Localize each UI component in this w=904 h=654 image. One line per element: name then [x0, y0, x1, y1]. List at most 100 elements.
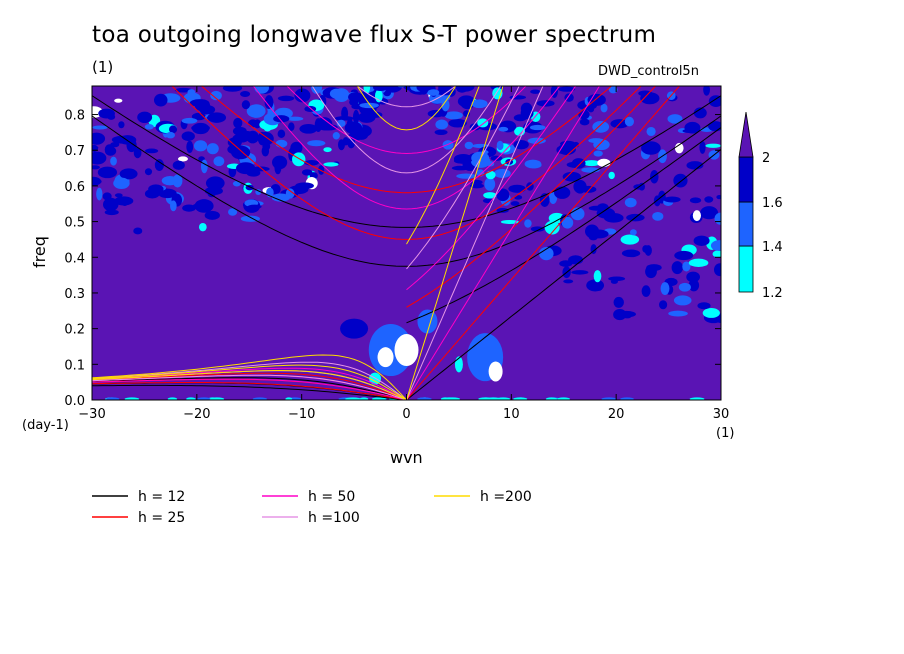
power-patch	[205, 176, 225, 191]
power-patch	[344, 121, 363, 134]
power-patch	[686, 161, 704, 170]
inertia-gravity-curve	[92, 0, 721, 51]
power-patch	[345, 397, 361, 400]
power-patch	[477, 118, 489, 128]
power-patch	[496, 140, 504, 151]
mrg-curve	[406, 86, 657, 308]
legend-label: h = 25	[138, 510, 185, 526]
power-patch	[172, 160, 185, 170]
power-patch	[417, 397, 432, 400]
power-patch	[455, 86, 475, 92]
power-patch	[252, 397, 268, 400]
power-patch	[688, 279, 700, 292]
power-patch	[145, 148, 159, 154]
power-patch	[673, 295, 692, 306]
y-tick-label: 0.8	[64, 109, 85, 124]
power-patch	[348, 92, 363, 103]
power-patch	[373, 86, 388, 92]
power-patch	[144, 124, 154, 130]
power-patch	[206, 115, 222, 121]
legend-label: h = 12	[138, 489, 185, 505]
power-patch	[500, 219, 519, 224]
power-patch	[133, 227, 143, 235]
power-patch	[496, 188, 510, 202]
power-patch	[712, 250, 721, 258]
rossby-curve	[92, 367, 407, 400]
legend-label: h =100	[308, 510, 360, 526]
mrg-curve	[406, 86, 577, 291]
kelvin-curve	[406, 86, 681, 400]
x-tick-label: −10	[288, 407, 315, 422]
power-patch	[352, 109, 360, 124]
power-patch	[417, 309, 438, 334]
power-patch	[700, 206, 719, 220]
mrg-curve	[406, 86, 520, 270]
power-patch	[228, 208, 238, 216]
power-patch	[478, 397, 492, 400]
power-patch	[663, 196, 681, 203]
chart-units: (1)	[92, 58, 114, 76]
power-patch	[620, 397, 634, 400]
power-patch	[395, 69, 408, 78]
power-patch	[148, 184, 164, 194]
power-patch	[613, 309, 627, 321]
x-tick-label: 30	[713, 407, 730, 422]
power-patch	[299, 123, 318, 134]
power-patch	[464, 141, 474, 150]
power-patch	[371, 397, 387, 400]
power-patch	[561, 216, 574, 229]
kelvin-curve	[406, 148, 721, 400]
power-patch	[92, 176, 102, 186]
power-patch	[247, 204, 262, 209]
power-patch	[96, 187, 103, 201]
power-patch	[189, 99, 210, 107]
chart-title: toa outgoing longwave flux S-T power spe…	[92, 22, 657, 48]
power-patch	[600, 103, 608, 113]
power-patch	[222, 86, 243, 92]
power-patch	[106, 397, 120, 400]
power-patch	[107, 113, 116, 120]
power-patch	[92, 165, 100, 170]
power-patch	[390, 74, 409, 85]
power-patch	[554, 186, 571, 199]
power-patch	[592, 121, 610, 133]
power-patch	[292, 152, 306, 167]
experiment-label: DWD_control5n	[598, 64, 699, 79]
power-patch	[271, 193, 290, 202]
x-tick-label: 0	[402, 407, 410, 422]
power-patch	[301, 169, 313, 176]
power-patch	[692, 210, 701, 222]
power-patch	[513, 397, 528, 400]
rossby-curve	[92, 382, 407, 400]
power-patch	[254, 86, 269, 94]
power-patch	[445, 397, 461, 400]
rossby-curve	[92, 377, 407, 400]
power-patch	[529, 124, 546, 131]
power-patch	[262, 142, 271, 151]
power-contours	[92, 62, 721, 400]
power-patch	[257, 131, 267, 146]
power-patch	[394, 334, 419, 367]
power-patch	[191, 112, 207, 121]
power-patch	[484, 177, 496, 191]
power-patch	[342, 137, 349, 146]
dispersion-curves	[92, 0, 721, 400]
power-patch	[182, 204, 196, 212]
power-patch	[703, 86, 710, 96]
power-patch	[427, 89, 440, 96]
power-patch	[341, 106, 349, 121]
power-patch	[693, 107, 707, 119]
power-patch	[595, 282, 604, 291]
rossby-curve	[92, 354, 407, 400]
power-patch	[399, 62, 411, 71]
power-patch	[170, 200, 177, 212]
power-patch	[434, 129, 448, 136]
power-patch	[483, 192, 497, 199]
power-patch	[230, 145, 251, 160]
power-patch	[144, 168, 153, 176]
inertia-gravity-curve	[171, 86, 642, 240]
power-patch	[457, 95, 475, 108]
power-patch	[277, 95, 295, 102]
power-patch	[624, 197, 637, 208]
